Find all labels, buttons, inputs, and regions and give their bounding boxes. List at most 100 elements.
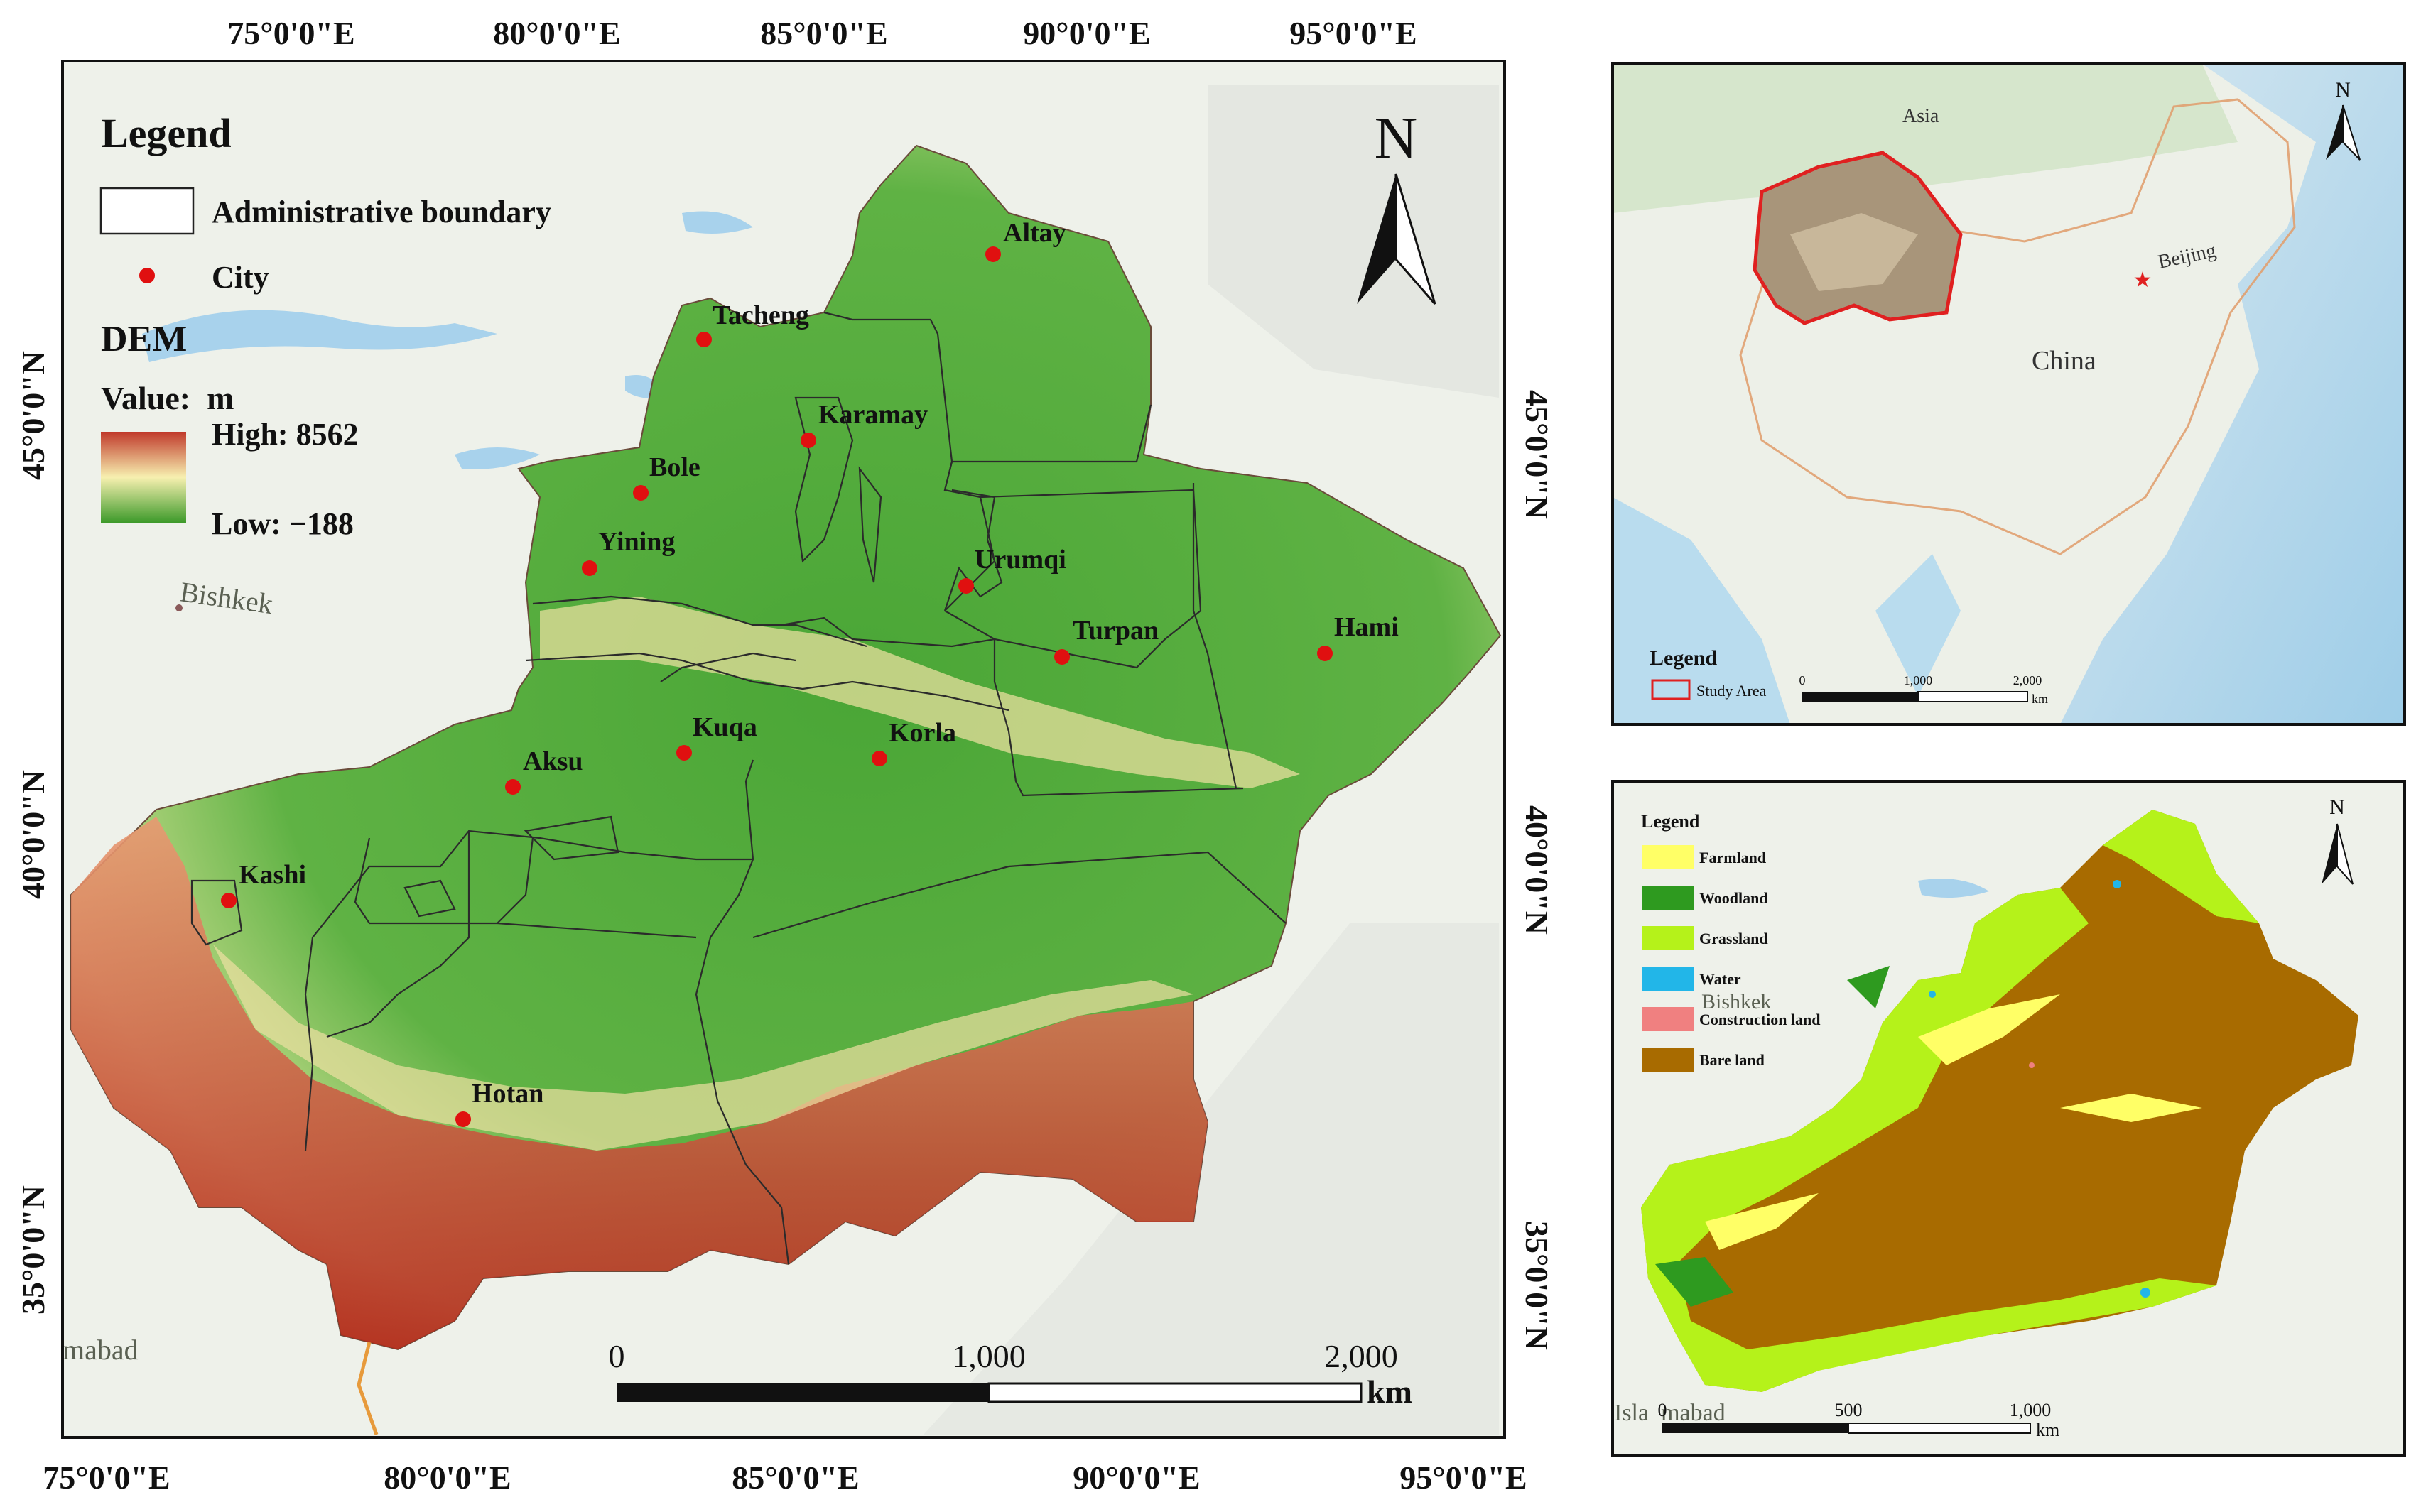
administrative-boundaries [190, 311, 1287, 1265]
city-label-yining: Yining [598, 527, 675, 557]
lake-north [682, 211, 753, 234]
legend-title: Legend [101, 110, 232, 156]
city-label-korla: Korla [889, 718, 956, 748]
left-tick-labels: 45°0'0"N 40°0'0"N 35°0'0"N [15, 351, 51, 1315]
bishkek-dot [175, 604, 183, 611]
inset-location-sea [2060, 64, 2405, 724]
scale-bar-white-segment [987, 1382, 1363, 1403]
lake-balkhash [142, 310, 497, 362]
region-gray-east [1208, 85, 1499, 398]
right-tick-35n: 35°0'0"N [1519, 1221, 1555, 1350]
dem-legend: Legend Administrative boundary City DEM … [99, 110, 551, 541]
inset-landuse-scale-bar: 0 500 1,000 km [1658, 1400, 2060, 1440]
top-tick-95e: 95°0'0"E [1289, 15, 1417, 51]
inset-location-north-label: N [2335, 78, 2351, 102]
scale-label-1000: 1,000 [952, 1338, 1026, 1374]
city-marker-hami [1317, 646, 1333, 661]
legend-low-label: Low: −188 [212, 506, 354, 541]
inset-landuse-scale-1000: 1,000 [2010, 1400, 2052, 1420]
inset-landuse-scale-unit: km [2036, 1420, 2059, 1440]
top-tick-labels: 75°0'0"E 80°0'0"E 85°0'0"E 90°0'0"E 95°0… [227, 15, 1417, 51]
legend-dem-ramp [101, 432, 186, 523]
inset-location-map: Asia China Beijing ★ N Legend Study Area… [1611, 62, 2406, 726]
legend-boundary-swatch [99, 187, 195, 235]
main-map: Altay Tacheng Karamay Bole Yining Urumqi… [15, 15, 1555, 1496]
inset-landuse-legend-title: Legend [1641, 811, 1700, 832]
inset-location-frame [1611, 62, 2406, 726]
city-marker-korla [872, 751, 887, 766]
kunlun-transition [213, 945, 1193, 1151]
city-marker-yining [582, 560, 597, 576]
main-map-frame [61, 60, 1506, 1439]
city-label-tacheng: Tacheng [713, 300, 809, 330]
landuse-label-grassland: Grassland [1699, 930, 1768, 947]
inset-landuse-scale-500: 500 [1835, 1400, 1863, 1420]
legend-boundary-label: Administrative boundary [212, 195, 551, 229]
landuse-xinjiang [1641, 810, 2358, 1392]
inset-location-legend-title: Legend [1650, 646, 1717, 670]
inset-landuse-map: Bishkek Isla mabad Legend Farmland Woodla… [1611, 780, 2406, 1457]
landuse-swatch-woodland [1642, 886, 1694, 910]
main-scale-bar: 0 1,000 2,000 km [609, 1338, 1412, 1410]
bottom-tick-labels: 75°0'0"E 80°0'0"E 85°0'0"E 90°0'0"E 95°0… [43, 1459, 1527, 1496]
landuse-swatch-bare-land [1642, 1048, 1694, 1072]
inset-landuse-north-label: N [2329, 795, 2345, 819]
landuse-legend: Farmland Woodland Grassland Water Constructi… [1642, 845, 1821, 1072]
right-tick-40n: 40°0'0"N [1519, 805, 1555, 935]
inset-landuse-label-bishkek: Bishkek [1701, 990, 1771, 1013]
legend-dem-title: DEM [101, 319, 187, 359]
city-label-altay: Altay [1003, 218, 1066, 248]
left-tick-40n: 40°0'0"N [15, 770, 51, 899]
inset-location-north-arrow: N [2326, 78, 2361, 161]
inset-location-scale-unit: km [2032, 692, 2048, 706]
legend-city-label: City [212, 260, 269, 295]
inset-location-sea-south [1613, 497, 1790, 724]
city-marker-karamay [801, 433, 816, 448]
landuse-label-construction-land: Construction land [1699, 1011, 1821, 1028]
inset-location-legend-item: Study Area [1696, 682, 1767, 700]
study-area-swatch [1651, 679, 1691, 700]
top-tick-75e: 75°0'0"E [227, 15, 354, 51]
legend-city-dot [139, 268, 155, 283]
main-north-arrow: N [1357, 105, 1436, 305]
city-label-aksu: Aksu [523, 746, 583, 776]
city-marker-kashi [221, 893, 237, 908]
bottom-tick-80e: 80°0'0"E [384, 1459, 511, 1496]
road-line [357, 1342, 379, 1435]
city-markers [221, 246, 1333, 1127]
lake-issyk-kul [455, 447, 540, 469]
scale-bar-black-segment [617, 1383, 989, 1402]
inset-location-scale-2000: 2,000 [2013, 673, 2042, 687]
city-labels: Altay Tacheng Karamay Bole Yining Urumqi… [239, 218, 1399, 1109]
basemap-label-islamabad: mabad [63, 1334, 139, 1366]
city-label-turpan: Turpan [1073, 616, 1159, 646]
top-tick-85e: 85°0'0"E [760, 15, 887, 51]
city-label-bole: Bole [649, 452, 700, 482]
city-label-urumqi: Urumqi [975, 545, 1066, 575]
city-label-kuqa: Kuqa [693, 712, 757, 742]
city-marker-aksu [505, 779, 521, 795]
inset-location-scale-bar: 0 1,000 2,000 km [1799, 673, 2049, 706]
region-gray-south [924, 923, 1499, 1435]
inset-location-scale-1000: 1,000 [1904, 673, 1933, 687]
left-tick-35n: 35°0'0"N [15, 1185, 51, 1315]
scale-label-2000: 2,000 [1324, 1338, 1398, 1374]
landuse-swatch-construction-land [1642, 1007, 1694, 1031]
bottom-tick-90e: 90°0'0"E [1073, 1459, 1200, 1496]
inset-label-china: China [2032, 346, 2096, 376]
inset-landuse-north-arrow: N [2322, 795, 2354, 885]
landuse-label-bare-land: Bare land [1699, 1051, 1765, 1069]
city-label-hami: Hami [1334, 612, 1399, 642]
landuse-swatch-farmland [1642, 845, 1694, 869]
city-label-hotan: Hotan [472, 1079, 543, 1109]
legend-high-label: High: 8562 [212, 417, 359, 452]
inset-location-green-north [1613, 64, 2238, 213]
beijing-star-icon: ★ [2133, 268, 2152, 292]
inset-location-scale-0: 0 [1799, 673, 1806, 687]
south-mountains [71, 817, 1208, 1349]
inset-landuse-scale-0: 0 [1658, 1400, 1667, 1420]
left-tick-45n: 45°0'0"N [15, 351, 51, 480]
city-marker-bole [633, 485, 649, 501]
city-label-karamay: Karamay [818, 400, 928, 430]
